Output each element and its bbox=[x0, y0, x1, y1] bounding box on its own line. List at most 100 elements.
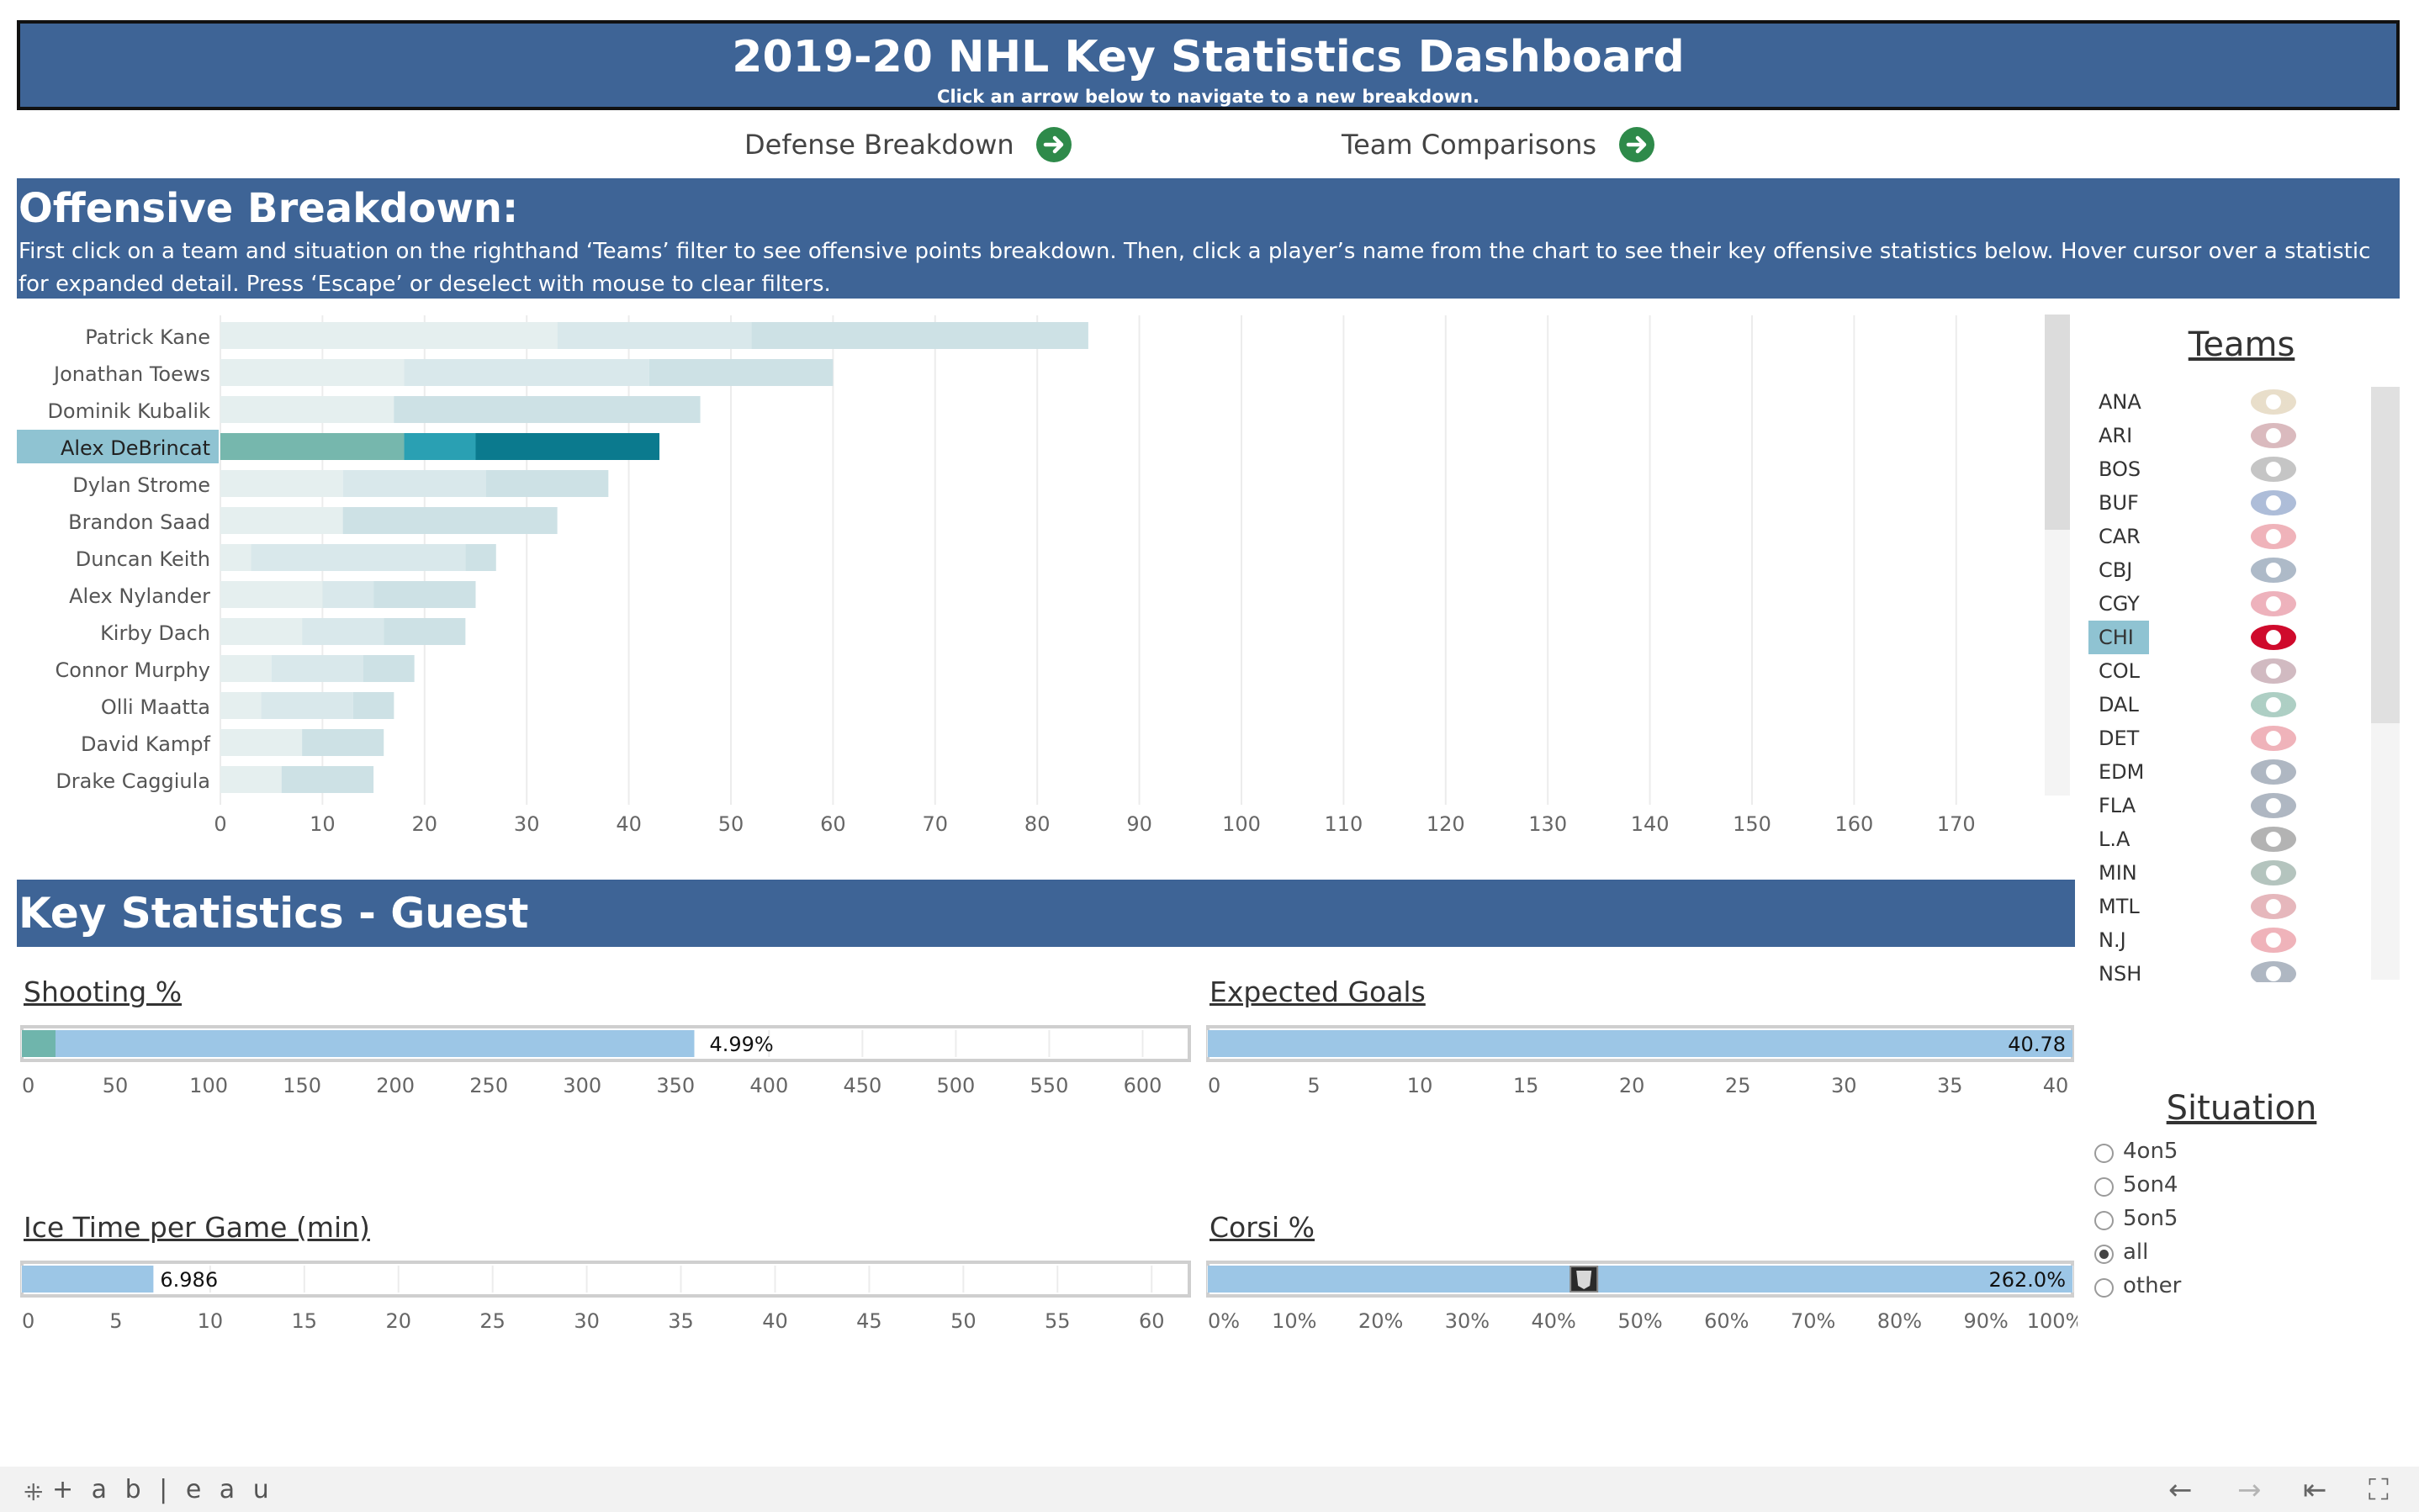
bar-segment[interactable] bbox=[302, 618, 384, 645]
bar-segment[interactable] bbox=[220, 322, 558, 349]
situation-option[interactable]: other bbox=[2094, 1270, 2263, 1303]
radio-icon[interactable] bbox=[2094, 1144, 2114, 1163]
bar-segment[interactable] bbox=[220, 359, 405, 386]
team-item[interactable]: CGY bbox=[2086, 587, 2355, 621]
situation-option[interactable]: 4on5 bbox=[2094, 1135, 2263, 1169]
player-label[interactable]: Kirby Dach bbox=[100, 621, 210, 645]
bar-segment[interactable] bbox=[281, 766, 374, 793]
bar-segment[interactable] bbox=[220, 618, 303, 645]
bar-segment[interactable] bbox=[220, 470, 343, 497]
teams-scrollbar[interactable] bbox=[2371, 387, 2400, 980]
arrow-right-icon[interactable] bbox=[1036, 127, 1072, 162]
team-item[interactable]: BOS bbox=[2086, 452, 2355, 486]
player-label[interactable]: Alex Nylander bbox=[69, 584, 210, 608]
bar-segment[interactable] bbox=[342, 470, 486, 497]
situation-option[interactable]: all bbox=[2094, 1236, 2263, 1270]
bar-segment[interactable] bbox=[404, 433, 476, 460]
expected-goals-bar[interactable]: 0 5 10 15 20 25 30 35 40 40.78 bbox=[1203, 1022, 2078, 1106]
value-bar[interactable] bbox=[1208, 1030, 2072, 1057]
bar-segment[interactable] bbox=[342, 507, 558, 534]
shooting-pct-bar[interactable]: 0 50 100 150 200 250 300 350 400 450 500 550 600 4.99… bbox=[17, 1022, 1194, 1106]
player-label[interactable]: Brandon Saad bbox=[68, 510, 210, 534]
bar-segment[interactable] bbox=[271, 655, 363, 682]
nav-team-comparisons[interactable]: Team Comparisons bbox=[1342, 126, 1661, 163]
team-item[interactable]: CBJ bbox=[2086, 553, 2355, 587]
bar-segment[interactable] bbox=[394, 396, 701, 423]
expected-goals-title[interactable]: Expected Goals bbox=[1210, 975, 1426, 1008]
bar-segment[interactable] bbox=[475, 433, 660, 460]
offensive-points-chart[interactable]: 0 10 20 30 40 50 60 70 80 90 100 110 120 130 140 150 160… bbox=[0, 307, 2052, 845]
team-item[interactable]: N.J bbox=[2086, 923, 2355, 957]
player-label[interactable]: David Kampf bbox=[81, 732, 211, 756]
player-label[interactable]: Dominik Kubalik bbox=[47, 399, 210, 423]
bar-segment[interactable] bbox=[251, 544, 466, 571]
team-item[interactable]: L.A bbox=[2086, 822, 2355, 856]
player-label[interactable]: Drake Caggiula bbox=[56, 769, 210, 793]
player-label[interactable]: Jonathan Toews bbox=[52, 362, 210, 386]
bar-segment[interactable] bbox=[384, 618, 466, 645]
team-item[interactable]: DET bbox=[2086, 722, 2355, 755]
player-label[interactable]: Duncan Keith bbox=[76, 547, 210, 571]
value-bar[interactable] bbox=[22, 1266, 154, 1293]
bar-segment[interactable] bbox=[363, 655, 415, 682]
team-item[interactable]: EDM bbox=[2086, 755, 2355, 789]
teams-scrollbar-thumb[interactable] bbox=[2371, 387, 2400, 723]
player-label[interactable]: Alex DeBrincat bbox=[61, 436, 210, 460]
bar-segment[interactable] bbox=[352, 692, 394, 719]
teams-filter-list[interactable]: ANA ARI BOS BUF CAR CBJ CGY CHI COL DAL DET EDM FLA L… bbox=[2086, 385, 2406, 982]
bar-segment[interactable] bbox=[302, 729, 384, 756]
team-item[interactable]: BUF bbox=[2086, 486, 2355, 520]
shooting-pct-title[interactable]: Shooting % bbox=[24, 975, 183, 1008]
team-item[interactable]: FLA bbox=[2086, 789, 2355, 822]
corsi-pct-bar[interactable]: 0% 10% 20% 30% 40% 50% 60% 70% 80% 90% 100% 262.0% bbox=[1203, 1257, 2078, 1341]
player-label[interactable]: Olli Maatta bbox=[101, 695, 210, 719]
team-item[interactable]: CHI bbox=[2086, 621, 2355, 654]
bar-segment[interactable] bbox=[220, 433, 405, 460]
bar-segment[interactable] bbox=[465, 544, 496, 571]
team-item[interactable]: MTL bbox=[2086, 890, 2355, 923]
bar-segment[interactable] bbox=[220, 729, 303, 756]
chart-scrollbar-thumb[interactable] bbox=[2045, 315, 2070, 530]
arrow-right-icon[interactable] bbox=[1619, 127, 1654, 162]
bar-segment[interactable] bbox=[373, 581, 476, 608]
bar-segment[interactable] bbox=[220, 581, 323, 608]
bar-segment[interactable] bbox=[557, 322, 752, 349]
bar-segment[interactable] bbox=[404, 359, 649, 386]
player-marker[interactable] bbox=[22, 1030, 56, 1057]
value-bar[interactable] bbox=[1208, 1266, 2072, 1293]
team-item[interactable]: MIN bbox=[2086, 856, 2355, 890]
radio-icon[interactable] bbox=[2094, 1278, 2114, 1298]
team-item[interactable]: DAL bbox=[2086, 688, 2355, 722]
radio-icon[interactable] bbox=[2094, 1245, 2114, 1264]
revert-icon[interactable]: ⇤ bbox=[2303, 1473, 2327, 1507]
value-bar[interactable] bbox=[22, 1030, 695, 1057]
team-item[interactable]: ANA bbox=[2086, 385, 2355, 419]
undo-arrow-icon[interactable]: ← bbox=[2168, 1473, 2193, 1507]
nav-defense-breakdown[interactable]: Defense Breakdown bbox=[744, 126, 1081, 163]
team-item[interactable]: CAR bbox=[2086, 520, 2355, 553]
chart-scrollbar[interactable] bbox=[2045, 315, 2070, 796]
player-label[interactable]: Dylan Strome bbox=[72, 473, 210, 497]
radio-icon[interactable] bbox=[2094, 1211, 2114, 1230]
team-item[interactable]: COL bbox=[2086, 654, 2355, 688]
fullscreen-icon[interactable]: ⛶ bbox=[2369, 1473, 2389, 1507]
situation-option[interactable]: 5on5 bbox=[2094, 1203, 2263, 1236]
team-item[interactable]: NSH bbox=[2086, 957, 2355, 982]
bar-segment[interactable] bbox=[751, 322, 1088, 349]
bar-segment[interactable] bbox=[220, 655, 272, 682]
radio-icon[interactable] bbox=[2094, 1177, 2114, 1197]
team-item[interactable]: ARI bbox=[2086, 419, 2355, 452]
player-label[interactable]: Patrick Kane bbox=[85, 325, 210, 349]
bar-segment[interactable] bbox=[220, 692, 262, 719]
bar-segment[interactable] bbox=[485, 470, 609, 497]
player-label[interactable]: Connor Murphy bbox=[56, 658, 210, 682]
bar-segment[interactable] bbox=[261, 692, 353, 719]
situation-option[interactable]: 5on4 bbox=[2094, 1169, 2263, 1203]
bar-segment[interactable] bbox=[322, 581, 374, 608]
ice-time-bar[interactable]: 0 5 10 15 20 25 30 35 40 45 50 55 60 6.986 bbox=[17, 1257, 1194, 1341]
ice-time-title[interactable]: Ice Time per Game (min) bbox=[24, 1211, 370, 1244]
redo-arrow-icon[interactable]: → bbox=[2237, 1473, 2262, 1507]
bar-segment[interactable] bbox=[220, 544, 251, 571]
bar-segment[interactable] bbox=[648, 359, 834, 386]
corsi-pct-title[interactable]: Corsi % bbox=[1210, 1211, 1315, 1244]
